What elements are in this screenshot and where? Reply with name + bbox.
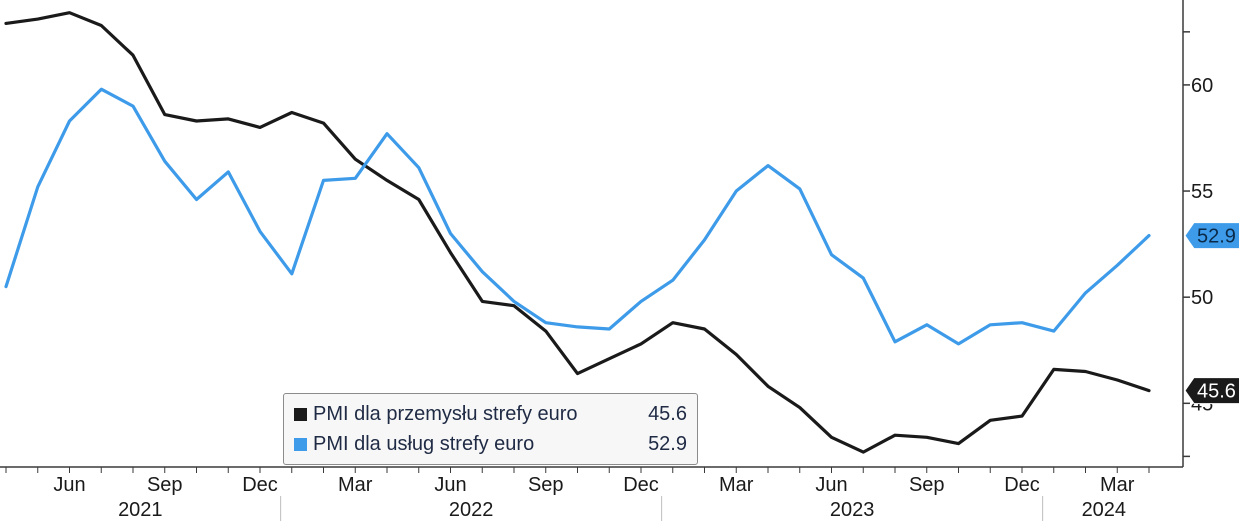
- y-tick-label-50: 50: [1191, 287, 1213, 309]
- x-month-label-1: Sep: [147, 474, 183, 496]
- x-month-label-4: Jun: [434, 474, 466, 496]
- last-value-tag-1: [1184, 222, 1239, 250]
- x-month-label-8: Jun: [815, 474, 847, 496]
- legend-value-manufacturing: 45.6: [648, 402, 687, 425]
- legend-item-manufacturing: PMI dla przemysłu strefy euro 45.6: [294, 401, 687, 427]
- x-month-label-10: Dec: [1004, 474, 1040, 496]
- x-year-label-2021: 2021: [118, 499, 163, 521]
- x-year-label-2023: 2023: [830, 499, 875, 521]
- y-tick-label-60: 60: [1191, 75, 1213, 97]
- legend-item-services: PMI dla usług strefy euro 52.9: [294, 431, 687, 457]
- x-month-label-0: Jun: [53, 474, 85, 496]
- x-month-label-7: Mar: [719, 474, 754, 496]
- x-month-label-11: Mar: [1100, 474, 1135, 496]
- x-month-label-6: Dec: [623, 474, 659, 496]
- legend-label-services: PMI dla usług strefy euro: [313, 432, 535, 455]
- legend-value-services: 52.9: [648, 432, 687, 455]
- last-value-label-1: 52.9: [1197, 226, 1236, 248]
- series-line-0: [4, 11, 1151, 454]
- x-year-label-2022: 2022: [449, 499, 494, 521]
- x-month-label-5: Sep: [528, 474, 564, 496]
- x-month-label-2: Dec: [242, 474, 278, 496]
- series-line-1: [4, 87, 1151, 346]
- legend-swatch-manufacturing: [294, 407, 307, 421]
- last-value-tag-0: [1184, 377, 1239, 405]
- legend-swatch-services: [294, 437, 307, 451]
- chart-legend: PMI dla przemysłu strefy euro 45.6 PMI d…: [283, 393, 698, 465]
- x-month-label-9: Sep: [909, 474, 945, 496]
- x-month-label-3: Mar: [338, 474, 373, 496]
- x-year-label-2024: 2024: [1082, 499, 1127, 521]
- legend-label-manufacturing: PMI dla przemysłu strefy euro: [313, 402, 578, 425]
- last-value-label-0: 45.6: [1197, 381, 1236, 403]
- y-tick-label-55: 55: [1191, 181, 1213, 203]
